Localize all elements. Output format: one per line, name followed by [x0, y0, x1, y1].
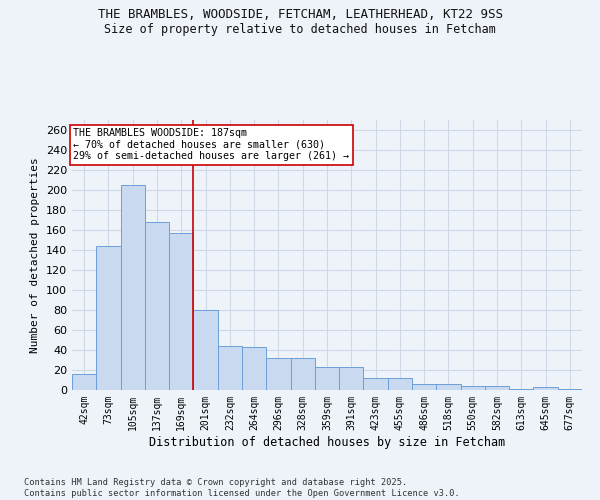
Bar	[436, 384, 461, 390]
Bar	[290, 358, 315, 390]
Bar	[242, 347, 266, 390]
Text: THE BRAMBLES WOODSIDE: 187sqm
← 70% of detached houses are smaller (630)
29% of : THE BRAMBLES WOODSIDE: 187sqm ← 70% of d…	[73, 128, 349, 162]
Bar	[121, 185, 145, 390]
Bar	[533, 387, 558, 390]
Bar	[96, 246, 121, 390]
Bar	[388, 378, 412, 390]
Bar	[169, 233, 193, 390]
Bar	[412, 384, 436, 390]
Bar	[315, 367, 339, 390]
Bar	[485, 386, 509, 390]
Bar	[193, 310, 218, 390]
Bar	[461, 386, 485, 390]
Bar	[218, 346, 242, 390]
Y-axis label: Number of detached properties: Number of detached properties	[31, 157, 40, 353]
Bar	[364, 378, 388, 390]
Bar	[509, 389, 533, 390]
Bar	[266, 358, 290, 390]
Bar	[72, 374, 96, 390]
Text: THE BRAMBLES, WOODSIDE, FETCHAM, LEATHERHEAD, KT22 9SS: THE BRAMBLES, WOODSIDE, FETCHAM, LEATHER…	[97, 8, 503, 20]
Bar	[339, 367, 364, 390]
Text: Size of property relative to detached houses in Fetcham: Size of property relative to detached ho…	[104, 22, 496, 36]
Bar	[558, 389, 582, 390]
X-axis label: Distribution of detached houses by size in Fetcham: Distribution of detached houses by size …	[149, 436, 505, 448]
Bar	[145, 222, 169, 390]
Text: Contains HM Land Registry data © Crown copyright and database right 2025.
Contai: Contains HM Land Registry data © Crown c…	[24, 478, 460, 498]
